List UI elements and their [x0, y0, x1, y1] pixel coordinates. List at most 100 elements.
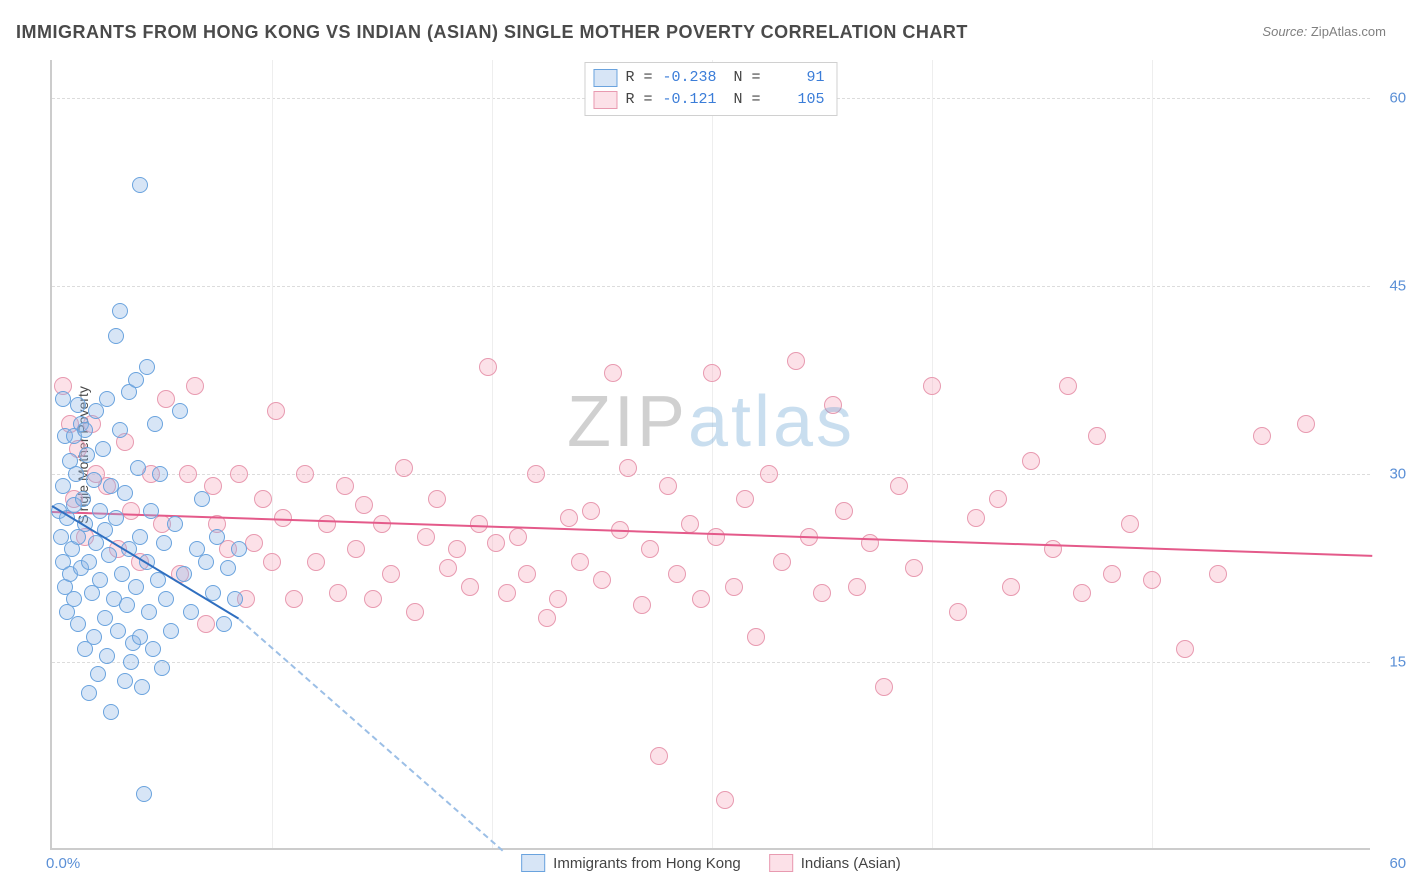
data-point-hk — [156, 535, 172, 551]
data-point-hk — [128, 372, 144, 388]
legend-n-label: N = — [725, 67, 761, 89]
gridline-v — [1152, 60, 1153, 848]
data-point-ind — [1103, 565, 1121, 583]
data-point-ind — [267, 402, 285, 420]
data-point-ind — [707, 528, 725, 546]
data-point-ind — [989, 490, 1007, 508]
legend-r-label: R = — [625, 67, 652, 89]
data-point-ind — [186, 377, 204, 395]
data-point-hk — [112, 422, 128, 438]
y-tick-label: 15.0% — [1382, 653, 1406, 670]
data-point-ind — [122, 502, 140, 520]
data-point-hk — [86, 629, 102, 645]
gridline-v — [492, 60, 493, 848]
legend-n-hk: 91 — [769, 67, 825, 89]
watermark-atlas: atlas — [688, 382, 855, 462]
data-point-ind — [875, 678, 893, 696]
data-point-ind — [549, 590, 567, 608]
data-point-ind — [633, 596, 651, 614]
data-point-ind — [479, 358, 497, 376]
data-point-ind — [668, 565, 686, 583]
data-point-ind — [347, 540, 365, 558]
data-point-ind — [703, 364, 721, 382]
data-point-ind — [1143, 571, 1161, 589]
data-point-ind — [285, 590, 303, 608]
data-point-ind — [197, 615, 215, 633]
data-point-ind — [1059, 377, 1077, 395]
data-point-hk — [227, 591, 243, 607]
data-point-ind — [571, 553, 589, 571]
data-point-hk — [194, 491, 210, 507]
trend-line — [238, 618, 503, 851]
data-point-ind — [560, 509, 578, 527]
data-point-ind — [518, 565, 536, 583]
data-point-hk — [132, 629, 148, 645]
legend-r-label: R = — [625, 89, 652, 111]
legend-swatch-ind — [593, 91, 617, 109]
data-point-ind — [406, 603, 424, 621]
data-point-ind — [428, 490, 446, 508]
data-point-hk — [77, 422, 93, 438]
data-point-hk — [176, 566, 192, 582]
data-point-ind — [582, 502, 600, 520]
data-point-ind — [498, 584, 516, 602]
data-point-hk — [108, 510, 124, 526]
gridline-v — [712, 60, 713, 848]
data-point-ind — [538, 609, 556, 627]
legend-label-hk: Immigrants from Hong Kong — [553, 855, 741, 872]
data-point-ind — [967, 509, 985, 527]
data-point-ind — [787, 352, 805, 370]
data-point-ind — [487, 534, 505, 552]
data-point-ind — [905, 559, 923, 577]
data-point-ind — [1297, 415, 1315, 433]
data-point-ind — [439, 559, 457, 577]
legend-row-ind: R = -0.121 N = 105 — [593, 89, 824, 111]
data-point-hk — [145, 641, 161, 657]
data-point-hk — [163, 623, 179, 639]
data-point-ind — [336, 477, 354, 495]
data-point-ind — [230, 465, 248, 483]
gridline-v — [272, 60, 273, 848]
data-point-hk — [130, 460, 146, 476]
data-point-ind — [263, 553, 281, 571]
legend-item-ind: Indians (Asian) — [769, 854, 901, 872]
data-point-ind — [1073, 584, 1091, 602]
data-point-hk — [99, 391, 115, 407]
watermark-zip: ZIP — [567, 382, 688, 462]
correlation-legend: R = -0.238 N = 91 R = -0.121 N = 105 — [584, 62, 837, 116]
data-point-ind — [1022, 452, 1040, 470]
legend-swatch-ind — [769, 854, 793, 872]
scatter-plot: ZIPatlas R = -0.238 N = 91 R = -0.121 N … — [50, 60, 1370, 850]
data-point-ind — [527, 465, 545, 483]
data-point-hk — [75, 491, 91, 507]
data-point-hk — [114, 566, 130, 582]
data-point-ind — [307, 553, 325, 571]
data-point-ind — [760, 465, 778, 483]
data-point-ind — [604, 364, 622, 382]
data-point-ind — [716, 791, 734, 809]
data-point-hk — [183, 604, 199, 620]
data-point-hk — [154, 660, 170, 676]
data-point-ind — [835, 502, 853, 520]
data-point-ind — [509, 528, 527, 546]
data-point-ind — [1002, 578, 1020, 596]
data-point-hk — [97, 610, 113, 626]
series-legend: Immigrants from Hong Kong Indians (Asian… — [521, 854, 901, 872]
data-point-hk — [220, 560, 236, 576]
gridline-h — [52, 286, 1370, 287]
y-tick-label: 60.0% — [1382, 89, 1406, 106]
plot-area: Single Mother Poverty ZIPatlas R = -0.23… — [50, 60, 1370, 850]
data-point-hk — [90, 666, 106, 682]
data-point-hk — [139, 359, 155, 375]
data-point-hk — [147, 416, 163, 432]
data-point-ind — [824, 396, 842, 414]
data-point-ind — [890, 477, 908, 495]
legend-r-ind: -0.121 — [661, 89, 717, 111]
data-point-ind — [461, 578, 479, 596]
data-point-ind — [747, 628, 765, 646]
data-point-hk — [86, 472, 102, 488]
data-point-ind — [813, 584, 831, 602]
legend-r-hk: -0.238 — [661, 67, 717, 89]
data-point-hk — [167, 516, 183, 532]
data-point-ind — [725, 578, 743, 596]
